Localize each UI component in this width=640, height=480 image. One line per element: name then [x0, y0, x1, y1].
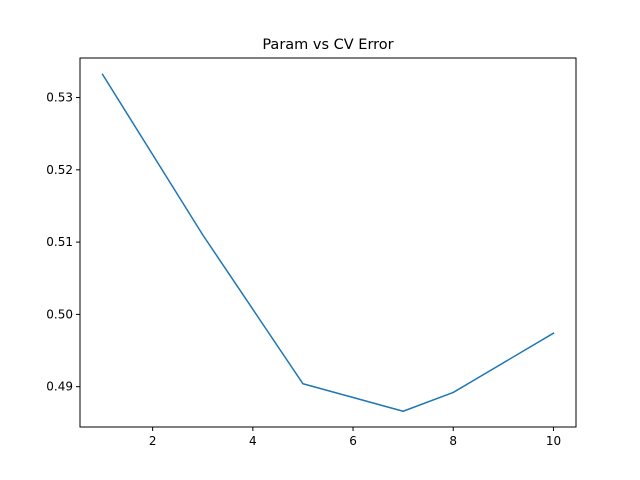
y-axis: 0.49 0.50 0.51 0.52 0.53 — [46, 91, 80, 394]
x-tick-label: 6 — [349, 434, 357, 448]
x-tick-label: 8 — [449, 434, 457, 448]
x-tick-label: 4 — [249, 434, 257, 448]
axes-frame — [79, 57, 577, 428]
x-tick-label: 10 — [546, 434, 561, 448]
x-axis: 2 4 6 8 10 — [149, 427, 561, 448]
chart-title: Param vs CV Error — [262, 37, 393, 53]
plot-area — [101, 73, 555, 412]
y-tick-label: 0.51 — [46, 235, 73, 249]
y-tick-label: 0.50 — [46, 307, 73, 321]
x-tick-label: 2 — [149, 434, 157, 448]
y-tick-label: 0.49 — [46, 380, 73, 394]
series-line-0 — [101, 73, 555, 412]
y-tick-label: 0.53 — [46, 91, 73, 105]
y-tick-label: 0.52 — [46, 163, 73, 177]
